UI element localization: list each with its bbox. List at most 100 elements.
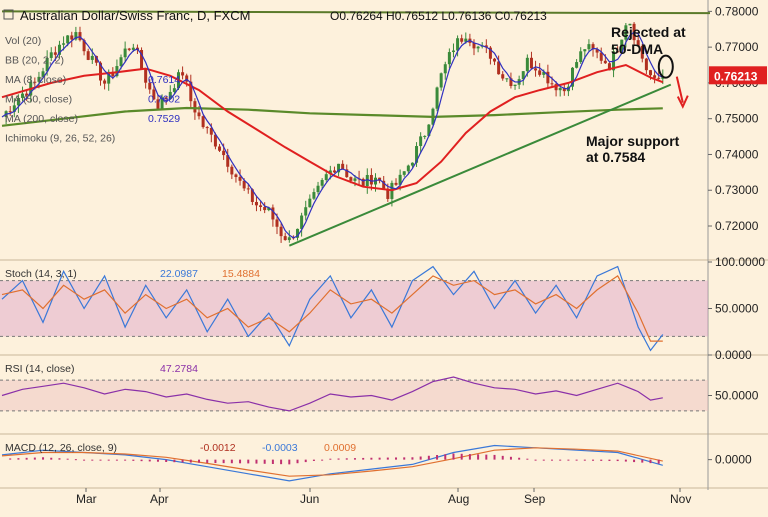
candle-body xyxy=(534,68,538,71)
macd-histogram-bar xyxy=(312,459,315,461)
candle-body xyxy=(25,93,29,96)
candle-body xyxy=(657,77,661,79)
macd-histogram-bar xyxy=(132,459,135,461)
support-trendline xyxy=(288,83,672,247)
macd-histogram-bar xyxy=(633,459,636,463)
candle-body xyxy=(230,166,234,175)
candle-body xyxy=(616,51,620,53)
macd-histogram-bar xyxy=(91,459,94,461)
candle-body xyxy=(509,78,513,86)
stoch-tick-label: 0.0000 xyxy=(715,348,752,362)
candle-body xyxy=(415,146,419,163)
candle-body xyxy=(250,189,254,202)
candle-body xyxy=(571,67,575,87)
candle-body xyxy=(168,91,172,100)
candle-body xyxy=(94,55,98,63)
macd-histogram-bar xyxy=(25,457,28,460)
candle-body xyxy=(103,80,107,84)
overlay-label: BB (20, 2, 2) xyxy=(5,55,64,67)
candle-body xyxy=(267,207,271,211)
macd-histogram-bar xyxy=(181,459,184,463)
candle-body xyxy=(197,112,201,117)
candle-body xyxy=(312,192,316,199)
price-tick-label: 0.72000 xyxy=(715,219,759,233)
candle-body xyxy=(505,78,509,80)
candle-body xyxy=(271,207,275,220)
macd-histogram-bar xyxy=(485,454,488,460)
macd-histogram-bar xyxy=(460,453,463,460)
candle-body xyxy=(283,236,287,241)
annotation-support-line2: at 0.7584 xyxy=(586,149,645,165)
candle-body xyxy=(316,185,320,193)
candle-body xyxy=(345,169,349,178)
candle-body xyxy=(521,71,525,80)
macd-histogram-bar xyxy=(452,453,455,460)
candle-body xyxy=(497,61,501,75)
macd-histogram-bar xyxy=(288,459,291,465)
macd-histogram-bar xyxy=(616,459,619,462)
candle-body xyxy=(365,174,369,187)
macd-histogram-bar xyxy=(17,458,20,460)
candle-body xyxy=(218,146,222,151)
chart-title: Australian Dollar/Swiss Franc, D, FXCM xyxy=(20,8,250,23)
macd-histogram-bar xyxy=(337,458,340,460)
macd-histogram-bar xyxy=(58,458,61,460)
candle-body xyxy=(394,182,398,185)
candle-body xyxy=(275,219,279,227)
candle-body xyxy=(66,35,70,44)
candle-body xyxy=(529,57,533,69)
macd-histogram-bar xyxy=(345,458,348,460)
macd-histogram-bar xyxy=(575,459,578,461)
candle-body xyxy=(402,171,406,175)
ma50-line xyxy=(1,63,664,192)
macd-histogram-bar xyxy=(378,457,381,460)
candle-body xyxy=(246,188,250,190)
candle-body xyxy=(144,69,148,83)
candle-body xyxy=(410,162,414,166)
candle-body xyxy=(435,87,439,109)
candle-body xyxy=(287,237,291,241)
macd-histogram-bar xyxy=(247,459,250,464)
candle-body xyxy=(279,226,283,237)
macd-histogram-bar xyxy=(583,459,586,461)
macd-histogram-bar xyxy=(148,459,151,462)
macd-value: -0.0012 xyxy=(200,442,236,454)
annotation-support-line1: Major support xyxy=(586,133,680,149)
stoch-title: Stoch (14, 3, 1) xyxy=(5,268,77,280)
rsi-band xyxy=(0,380,708,411)
macd-histogram-bar xyxy=(165,459,168,462)
macd-histogram-bar xyxy=(386,457,389,460)
macd-histogram-bar xyxy=(657,459,660,464)
ohlc-values: O0.76264 H0.76512 L0.76136 C0.76213 xyxy=(330,9,547,23)
candle-body xyxy=(349,177,353,181)
candle-body xyxy=(86,51,90,60)
candle-body xyxy=(525,57,529,72)
macd-histogram-bar xyxy=(222,459,225,464)
candle-body xyxy=(222,150,226,156)
candle-body xyxy=(501,74,505,79)
macd-histogram-bar xyxy=(362,457,365,460)
annotation-rejected-line2: 50-DMA xyxy=(611,41,663,57)
stoch-tick-label: 100.0000 xyxy=(715,255,765,269)
candle-body xyxy=(107,71,111,84)
macd-histogram-bar xyxy=(50,457,53,460)
candle-body xyxy=(127,48,131,50)
candle-body xyxy=(49,52,53,58)
macd-histogram-bar xyxy=(477,454,480,460)
candle-body xyxy=(234,174,238,178)
candle-body xyxy=(439,73,443,88)
candle-body xyxy=(337,163,341,173)
macd-histogram-bar xyxy=(550,459,553,461)
candle-body xyxy=(558,87,562,91)
overlay-label: MA (8, close) xyxy=(5,74,66,86)
overlay-label: MA (50, close) xyxy=(5,94,72,106)
candle-body xyxy=(423,135,427,137)
candle-body xyxy=(181,72,185,76)
macd-histogram-bar xyxy=(403,457,406,460)
candle-body xyxy=(587,44,591,50)
macd-histogram-bar xyxy=(271,459,274,464)
candle-body xyxy=(152,89,156,100)
macd-histogram-bar xyxy=(239,459,242,464)
candle-body xyxy=(119,57,123,67)
